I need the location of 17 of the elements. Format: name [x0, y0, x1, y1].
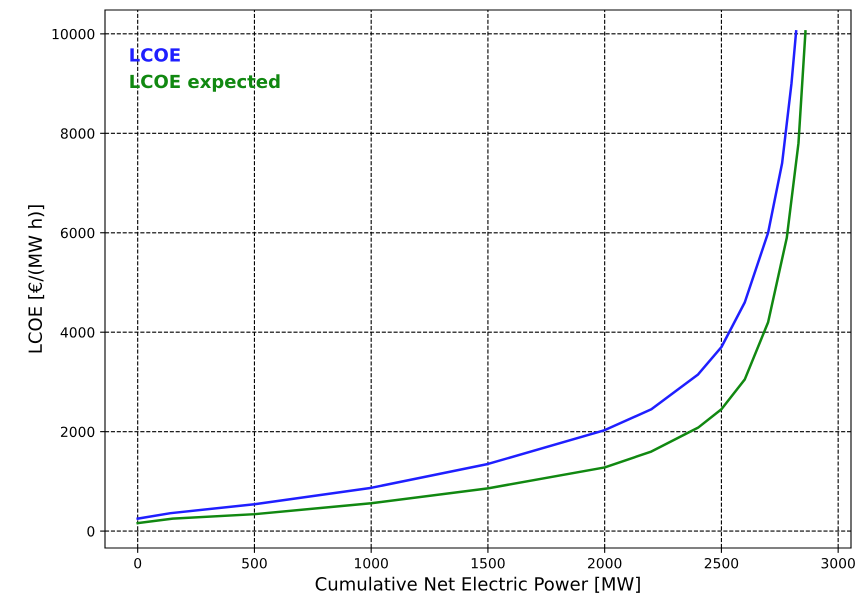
x-tick-label: 1000	[355, 558, 388, 568]
y-tick-label: 8000	[60, 128, 94, 139]
x-tick-label: 500	[242, 558, 267, 568]
y-axis-title: LCOE [€/(MW h)]	[28, 205, 44, 352]
y-tick-label: 0	[87, 526, 94, 537]
x-tick-label: 0	[134, 558, 142, 568]
y-tick-label: 2000	[60, 426, 94, 438]
y-tick-label: 10000	[52, 28, 94, 40]
x-tick-label: 1500	[472, 558, 505, 568]
x-tick-label: 3000	[822, 558, 855, 568]
text: LCOE expected	[130, 74, 280, 92]
x-axis-title: Cumulative Net Electric Power [MW]	[316, 576, 640, 593]
text: LCOE	[130, 48, 180, 62]
x-tick-label: 2500	[704, 558, 738, 568]
y-tick-label: 4000	[60, 327, 94, 338]
y-tick-label: 6000	[60, 228, 94, 238]
x-tick-label: 2000	[588, 558, 622, 568]
